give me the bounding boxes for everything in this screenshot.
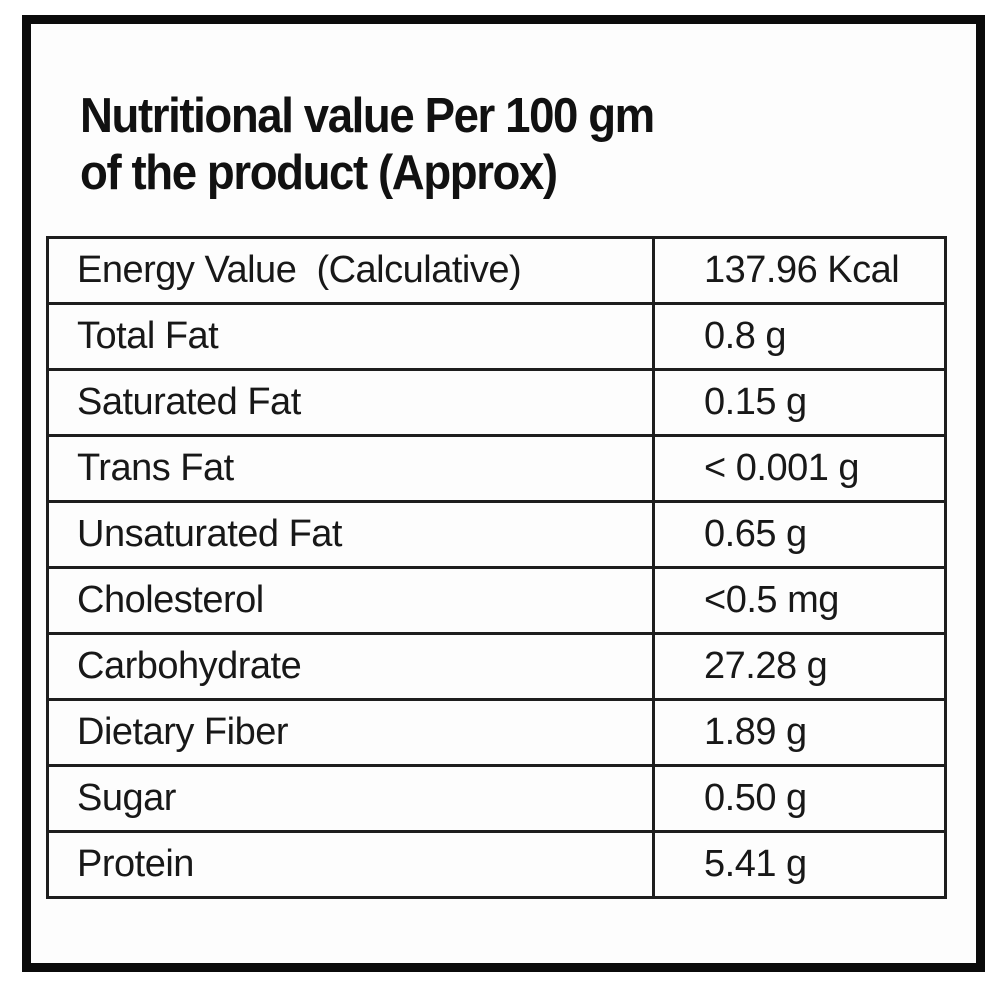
nutrient-label: Total Fat xyxy=(46,302,655,371)
nutrient-label: Saturated Fat xyxy=(46,368,655,437)
nutrient-value: 0.15 g xyxy=(652,368,947,437)
nutrient-label: Protein xyxy=(46,830,655,899)
title-line-1: Nutritional value Per 100 gm xyxy=(80,89,655,143)
page-title: Nutritional value Per 100 gm of the prod… xyxy=(80,88,655,202)
nutrition-table: Energy Value (Calculative) 137.96 Kcal Tot… xyxy=(46,236,947,899)
nutrient-label: Carbohydrate xyxy=(46,632,655,701)
nutrient-label: Dietary Fiber xyxy=(46,698,655,767)
nutrient-value: 0.50 g xyxy=(652,764,947,833)
nutrient-label: Unsaturated Fat xyxy=(46,500,655,569)
nutrient-value: 27.28 g xyxy=(652,632,947,701)
table-row: Unsaturated Fat 0.65 g xyxy=(46,500,947,569)
nutrient-value: <0.5 mg xyxy=(652,566,947,635)
nutrient-value: 0.65 g xyxy=(652,500,947,569)
table-row: Saturated Fat 0.15 g xyxy=(46,368,947,437)
nutrient-label: Sugar xyxy=(46,764,655,833)
table-row: Sugar 0.50 g xyxy=(46,764,947,833)
table-row: Energy Value (Calculative) 137.96 Kcal xyxy=(46,236,947,305)
nutrient-label: Trans Fat xyxy=(46,434,655,503)
nutrient-label: Energy Value (Calculative) xyxy=(46,236,655,305)
nutrient-value: 5.41 g xyxy=(652,830,947,899)
nutrition-table-body: Energy Value (Calculative) 137.96 Kcal Tot… xyxy=(46,236,947,899)
table-row: Total Fat 0.8 g xyxy=(46,302,947,371)
table-row: Dietary Fiber 1.89 g xyxy=(46,698,947,767)
table-row: Carbohydrate 27.28 g xyxy=(46,632,947,701)
nutrient-value: 0.8 g xyxy=(652,302,947,371)
nutrient-value: 1.89 g xyxy=(652,698,947,767)
table-row: Cholesterol <0.5 mg xyxy=(46,566,947,635)
nutrient-label: Cholesterol xyxy=(46,566,655,635)
table-row: Trans Fat < 0.001 g xyxy=(46,434,947,503)
table-row: Protein 5.41 g xyxy=(46,830,947,899)
title-line-2: of the product (Approx) xyxy=(80,146,558,200)
nutrient-value: 137.96 Kcal xyxy=(652,236,947,305)
nutrient-value: < 0.001 g xyxy=(652,434,947,503)
